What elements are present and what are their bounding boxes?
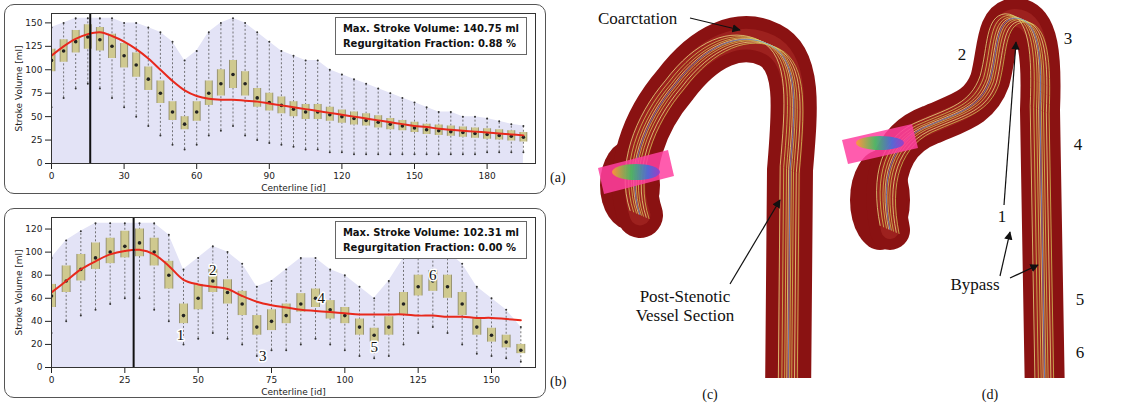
svg-text:60: 60: [191, 171, 203, 181]
svg-text:0: 0: [49, 375, 55, 385]
svg-text:180: 180: [479, 171, 496, 181]
svg-text:120: 120: [25, 224, 42, 234]
svg-text:1: 1: [998, 207, 1007, 226]
svg-text:150: 150: [406, 171, 423, 181]
svg-text:(d): (d): [982, 387, 999, 403]
svg-text:4: 4: [318, 290, 326, 306]
html-text:(a): (a): [550, 170, 566, 185]
svg-text:125: 125: [25, 41, 42, 51]
html-text:Regurgitation Fraction: 0.00 %: Regurgitation Fraction: 0.00 %: [342, 242, 517, 253]
svg-text:100: 100: [25, 65, 42, 75]
svg-text:4: 4: [1074, 135, 1083, 154]
svg-text:60: 60: [31, 293, 43, 303]
svg-text:Centerline [id]: Centerline [id]: [261, 387, 326, 397]
html-text:Max. Stroke Volume: 140.75 ml: Max. Stroke Volume: 140.75 ml: [342, 23, 519, 34]
svg-text:80: 80: [31, 270, 43, 280]
svg-text:Bypass: Bypass: [950, 275, 999, 294]
svg-text:Post-Stenotic: Post-Stenotic: [640, 287, 731, 306]
svg-text:100: 100: [336, 375, 353, 385]
svg-text:50: 50: [192, 375, 204, 385]
svg-text:2: 2: [209, 262, 217, 278]
svg-text:50: 50: [31, 112, 43, 122]
svg-text:3: 3: [259, 348, 267, 364]
svg-text:0: 0: [49, 171, 55, 181]
svg-text:6: 6: [1076, 343, 1085, 362]
svg-text:25: 25: [31, 135, 42, 145]
svg-text:6: 6: [429, 267, 437, 283]
svg-text:0: 0: [37, 362, 43, 372]
html-text:Max. Stroke Volume: 102.31 ml: Max. Stroke Volume: 102.31 ml: [342, 227, 519, 238]
svg-text:20: 20: [31, 339, 43, 349]
svg-text:90: 90: [264, 171, 276, 181]
svg-text:40: 40: [31, 316, 43, 326]
svg-text:125: 125: [410, 375, 427, 385]
html-text:(b): (b): [550, 374, 567, 389]
svg-text:30: 30: [118, 171, 130, 181]
svg-text:120: 120: [333, 171, 350, 181]
svg-text:5: 5: [1076, 290, 1085, 309]
svg-text:Centerline [id]: Centerline [id]: [261, 183, 326, 193]
svg-text:150: 150: [25, 18, 42, 28]
svg-text:75: 75: [266, 375, 277, 385]
svg-text:150: 150: [483, 375, 500, 385]
svg-text:0: 0: [37, 158, 43, 168]
html-text:Regurgitation Fraction: 0.88 %: Regurgitation Fraction: 0.88 %: [342, 38, 517, 49]
svg-text:3: 3: [1064, 29, 1073, 48]
svg-text:(c): (c): [702, 387, 718, 403]
svg-text:2: 2: [958, 45, 967, 64]
svg-text:5: 5: [370, 339, 378, 355]
svg-text:Vessel Section: Vessel Section: [636, 306, 735, 325]
svg-text:Stroke Volume [ml]: Stroke Volume [ml]: [14, 45, 24, 131]
svg-text:25: 25: [119, 375, 130, 385]
svg-text:Coarctation: Coarctation: [598, 9, 678, 28]
svg-text:100: 100: [25, 247, 42, 257]
svg-text:Stroke Volume [ml]: Stroke Volume [ml]: [14, 249, 24, 335]
svg-text:75: 75: [31, 88, 42, 98]
svg-text:1: 1: [177, 327, 185, 343]
